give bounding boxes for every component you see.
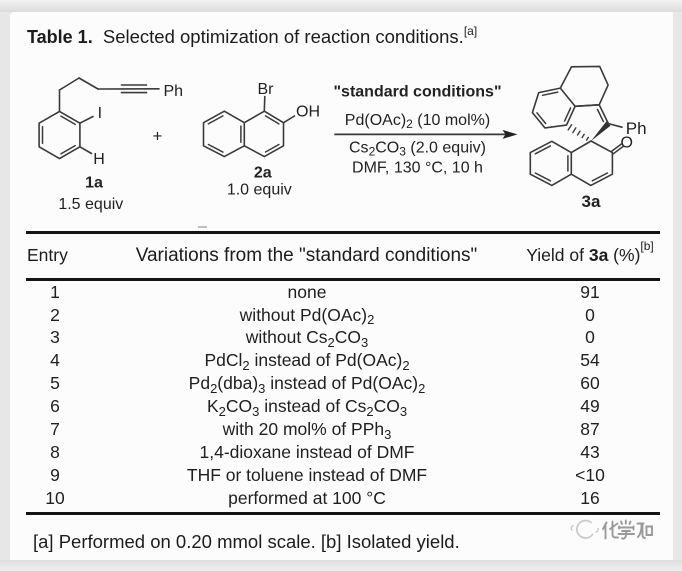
svg-text:Pd(OAc)2 (10 mol%): Pd(OAc)2 (10 mol%): [345, 112, 490, 131]
svg-text:Br: Br: [258, 81, 275, 98]
svg-text:1.0 equiv: 1.0 equiv: [227, 182, 292, 199]
svg-text:2a: 2a: [254, 165, 272, 182]
svg-text:1a: 1a: [85, 175, 103, 192]
svg-text:+: +: [153, 127, 163, 146]
svg-text:"standard conditions": "standard conditions": [333, 84, 501, 101]
svg-text:3a: 3a: [582, 192, 601, 211]
svg-text:H: H: [93, 151, 105, 168]
svg-text:Ph: Ph: [164, 83, 184, 100]
svg-text:O: O: [620, 135, 632, 152]
svg-text:DMF, 130 °C, 10 h: DMF, 130 °C, 10 h: [352, 160, 483, 177]
svg-text:Ph: Ph: [626, 119, 647, 138]
svg-text:I: I: [98, 105, 102, 122]
svg-text:Cs2CO3 (2.0 equiv): Cs2CO3 (2.0 equiv): [349, 140, 486, 159]
svg-text:OH: OH: [296, 104, 320, 121]
svg-text:1.5 equiv: 1.5 equiv: [58, 196, 123, 213]
